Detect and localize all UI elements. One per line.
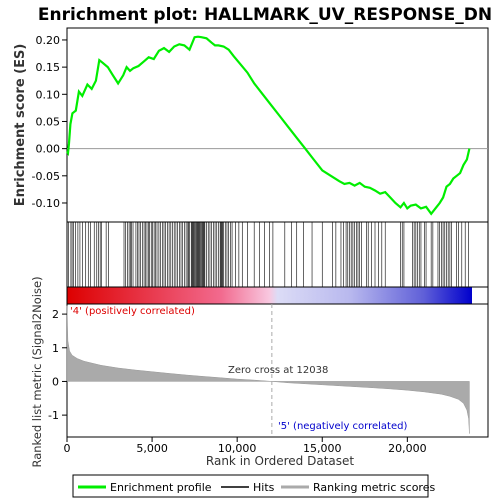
hits-panel	[66, 221, 489, 288]
bottom-y-tick-label: 2	[52, 308, 59, 321]
bottom-y-tick-label: 0	[52, 375, 59, 388]
enrichment-profile-line	[66, 35, 471, 216]
x-tick-label: 15,000	[303, 442, 342, 455]
bottom-y-ticks: 2 1 0 -1	[48, 308, 67, 422]
bottom-panel: Zero cross at 12038 '4' (positively corr…	[30, 276, 489, 468]
top-y-tick-label: 0.05	[36, 115, 61, 128]
bottom-y-tick-label: 1	[52, 342, 59, 355]
x-tick-label: 0	[64, 442, 71, 455]
legend-label-hits: Hits	[253, 481, 275, 494]
top-panel: 0.20 0.15 0.10 0.05 0.00 -0.05 -0.10 Enrichmen…	[13, 27, 489, 223]
x-tick-label: 5,000	[136, 442, 168, 455]
x-tick-label: 20,000	[388, 442, 427, 455]
top-y-tick-label: 0.00	[36, 143, 61, 156]
legend-label-enrichment: Enrichment profile	[110, 481, 212, 494]
chart-title: Enrichment plot: HALLMARK_UV_RESPONSE_DN	[38, 5, 492, 25]
top-y-tick-label: -0.05	[32, 170, 60, 183]
negative-correlation-label: '5' (negatively correlated)	[278, 421, 407, 432]
zero-cross-label: Zero cross at 12038	[228, 365, 328, 376]
positive-correlation-label: '4' (positively correlated)	[70, 306, 195, 317]
top-y-tick-label: 0.15	[36, 61, 61, 74]
top-y-ticks: 0.20 0.15 0.10 0.05 0.00 -0.05 -0.10	[32, 34, 67, 210]
x-tick-label: 10,000	[218, 442, 257, 455]
x-axis-label: Rank in Ordered Dataset	[206, 454, 354, 468]
top-panel-frame	[66, 27, 489, 223]
bottom-x-ticks: 0 5,000 10,000 15,000 20,000	[64, 437, 427, 455]
bottom-y-tick-label: -1	[48, 409, 59, 422]
rank-colorbar	[66, 286, 489, 305]
rank-colorbar-bar	[67, 287, 472, 304]
top-y-tick-label: 0.10	[36, 88, 61, 101]
top-y-tick-label: 0.20	[36, 34, 61, 47]
legend: Enrichment profile Hits Ranking metric s…	[72, 474, 435, 498]
hit-markers	[68, 222, 469, 287]
top-y-axis-label: Enrichment score (ES)	[13, 44, 28, 207]
bottom-y-axis-label: Ranked list metric (Signal2Noise)	[30, 276, 44, 467]
legend-label-metric: Ranking metric scores	[313, 481, 435, 494]
legend-box	[72, 474, 429, 498]
top-y-tick-label: -0.10	[32, 197, 60, 210]
ranking-metric-area	[66, 305, 470, 434]
